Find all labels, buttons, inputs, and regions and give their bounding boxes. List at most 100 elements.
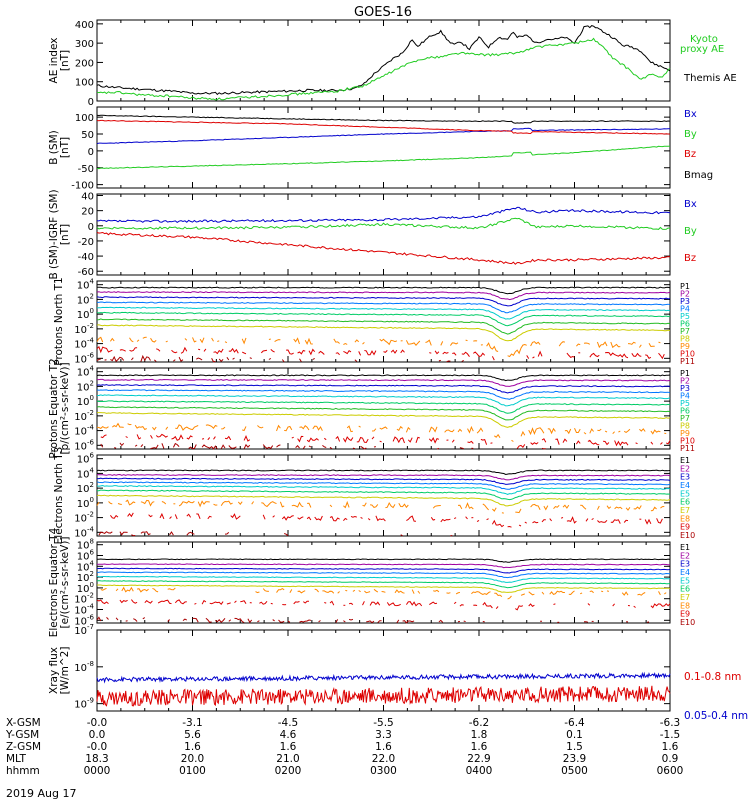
legend-en-E9: E9 [680,523,690,532]
ephem-value: 0200 [275,765,302,777]
flux-en-E8 [370,504,379,508]
legend-pn-P1: P1 [680,282,690,291]
flux-en-E9 [207,515,212,520]
flux-ee-E8 [352,589,356,592]
flux-en-E9 [453,517,457,520]
flux-pe-P10 [516,444,526,449]
flux-ee-E8 [507,595,512,600]
flux-ee-E8 [568,590,575,596]
flux-en-E8 [553,504,560,510]
ephem-row-label: X-GSM [6,717,41,729]
flux-en-E2 [96,473,671,481]
flux-pe-P9 [589,428,594,434]
flux-pn-P5 [96,306,671,320]
flux-pn-P10 [241,351,247,355]
flux-pe-P10 [201,438,205,440]
flux-pe-P11 [436,447,440,450]
flux-ee-E8 [262,588,269,592]
legend-en-E1: E1 [680,456,690,465]
bsm-series-By [96,145,671,170]
flux-en-E9 [440,518,451,523]
flux-en-E8 [614,506,623,510]
flux-ee-E9 [587,603,591,606]
flux-pe-P10 [603,440,610,446]
flux-pn-P9 [192,337,197,343]
flux-ee-E9 [482,601,493,609]
flux-en-E9 [306,516,312,521]
flux-pn-P9 [150,337,157,343]
legend-bsm-Bmag: Bmag [684,170,713,181]
flux-ee-E10 [96,616,102,622]
ytick-label: 10-2 [74,511,94,525]
flux-pe-P11 [308,445,312,448]
ephem-value: -6.2 [469,717,490,729]
flux-pe-P9 [242,426,247,432]
flux-pe-P10 [428,437,440,444]
flux-en-E9 [360,516,363,519]
flux-en-E9 [375,515,386,522]
flux-en-E9 [127,512,134,518]
flux-ee-E10 [115,617,119,621]
legend-bigrf-Bz: Bz [684,253,696,264]
flux-pn-P9 [129,337,134,343]
flux-pe-P10 [186,435,193,440]
flux-pe-P9 [379,426,388,430]
xray-series-0 [96,685,671,707]
flux-en-E9 [262,514,266,520]
ephem-value: 1.5 [566,741,583,753]
flux-pe-P9 [221,426,226,430]
flux-pn-P10 [156,348,161,352]
flux-en-E10 [186,531,195,536]
flux-ee-E10 [318,620,321,623]
legend-pe-P9: P9 [680,429,690,438]
bigrf-series-Bz [96,231,671,265]
flux-pn-P10 [442,351,449,355]
flux-pn-P9 [558,341,566,347]
flux-en-E8 [398,502,409,509]
flux-ee-E8 [289,589,293,593]
flux-ee-E8 [314,588,319,593]
flux-pe-P10 [660,442,663,445]
ephem-row-label: hhmm [6,765,40,777]
ephem-row-label: Y-GSM [5,729,39,741]
legend-ee-E10: E10 [680,618,695,627]
legend-pe-P10: P10 [680,437,695,446]
flux-en-E8 [596,505,600,510]
flux-pe-P9 [457,428,463,433]
flux-pe-P10 [575,440,581,445]
flux-en-E8 [117,503,122,505]
flux-pe-P9 [612,431,615,435]
flux-pe-P10 [614,440,629,447]
flux-pn-P7 [97,318,671,335]
flux-en-E8 [650,506,657,512]
flux-pn-P9 [583,342,591,345]
flux-pe-P10 [136,434,142,440]
flux-ee-E9 [226,602,231,605]
flux-pe-P9 [257,425,264,429]
flux-en-E9 [623,519,629,523]
legend-pe-P7: P7 [680,414,690,423]
ylabel-pn: Protons North T1 [53,277,65,365]
flux-pe-P10 [562,438,568,443]
flux-pe-P1 [96,374,671,382]
ytick-label: 104 [77,278,95,292]
legend-xray-short: 0.05-0.4 nm [684,710,748,722]
flux-pn-P9 [638,344,642,348]
flux-pn-P10 [129,347,138,352]
ytick-label: 0 [88,222,94,233]
ytick-label: 0 [88,147,94,158]
legend-pn-P6: P6 [680,320,690,329]
legend-xray-long: 0.1-0.8 nm [684,671,741,683]
ytick-label: 102 [77,570,94,584]
flux-pn-P1 [96,286,671,295]
flux-pn-P9 [449,342,459,346]
flux-en-E9 [524,521,527,524]
flux-pe-P9 [574,427,581,433]
flux-ee-E8 [167,587,176,591]
flux-en-E9 [406,515,417,522]
legend-ee-E5: E5 [680,576,690,585]
flux-en-E10 [119,531,128,536]
flux-pe-P9 [134,424,147,431]
flux-en-E9 [566,516,577,524]
